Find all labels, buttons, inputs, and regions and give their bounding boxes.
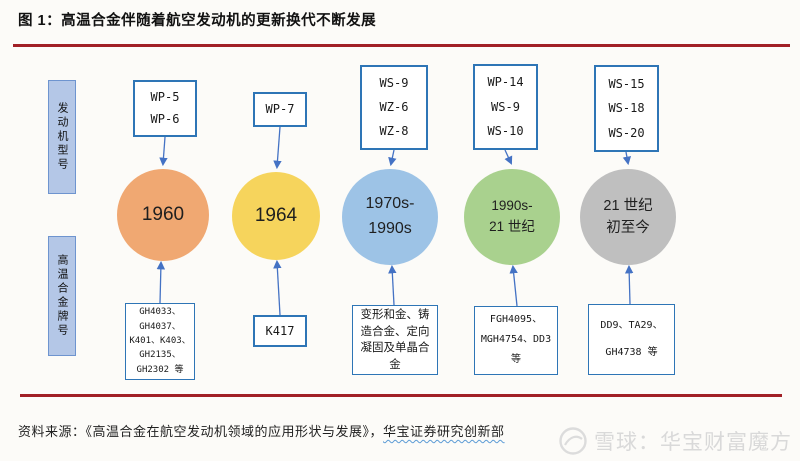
alloy-grade: GH2302 等	[136, 364, 184, 375]
engine-models-box-1970s: WS-9 WZ-6 WZ-8	[360, 65, 428, 150]
alloy-grades-box-1960: GH4033、 GH4037、 K401、K403、 GH2135、 GH230…	[125, 303, 195, 380]
era-label: 初至今	[606, 220, 650, 236]
engine-model: WZ-6	[379, 100, 409, 114]
source-note: 资料来源：《高温合金在航空发动机领域的应用形状与发展》，华宝证券研究创新部	[18, 421, 505, 440]
era-label: 1990s-	[491, 198, 533, 214]
engine-model: WS-9	[491, 99, 520, 114]
alloy-grade: 等	[511, 354, 521, 366]
era-circle-1964: 1964	[232, 172, 320, 260]
engine-model: WS-15	[608, 76, 645, 91]
era-circle-1960: 1960	[117, 169, 209, 261]
engine-model: WP-5	[150, 89, 180, 104]
arrow-down-icon	[159, 136, 168, 167]
engine-model: WS-18	[608, 101, 645, 115]
arrow-up-icon	[509, 264, 518, 307]
alloy-grade: GH4033、	[139, 307, 181, 318]
row-label-engine-models: 发动机型号	[48, 80, 76, 194]
engine-models-box-1990s: WP-14 WS-9 WS-10	[473, 64, 538, 150]
engine-models-box-1964: WP-7	[253, 92, 307, 127]
engine-model: WS-10	[487, 123, 524, 138]
alloy-grade: MGH4754、DD3	[480, 334, 552, 346]
alloy-grade: 凝固及单晶合	[360, 342, 430, 355]
era-label: 1970s-	[365, 195, 415, 213]
top-divider	[13, 44, 790, 47]
era-label: 1964	[254, 205, 298, 227]
era-label: 21 世纪	[603, 197, 653, 214]
row-label-alloy-grades: 高温合金牌号	[48, 236, 76, 356]
engine-model: WP-6	[150, 112, 180, 127]
era-label: 1990s	[368, 220, 412, 237]
alloy-grade: GH4738 等	[605, 346, 658, 358]
alloy-grade: FGH4095、	[489, 314, 543, 326]
figure-title: 图 1：高温合金伴随着航空发动机的更新换代不断发展	[18, 13, 377, 29]
alloy-grade: 金	[389, 358, 401, 371]
watermark: 雪球：华宝财富魔方	[558, 426, 792, 456]
arrow-up-icon	[156, 260, 166, 304]
engine-model: WZ-8	[379, 124, 409, 138]
alloy-grades-box-1970s: 变形和金、铸 造合金、定向 凝固及单晶合 金	[352, 305, 438, 375]
alloy-grade: DD9、TA29、	[600, 319, 663, 331]
era-circle-1970s-1990s: 1970s- 1990s	[342, 169, 438, 265]
xueqiu-logo-icon	[559, 427, 587, 455]
arrow-up-icon	[388, 264, 397, 306]
bottom-divider	[20, 394, 782, 397]
alloy-grades-box-1964: K417	[253, 315, 307, 347]
era-label: 1960	[141, 204, 185, 226]
engine-models-box-21c: WS-15 WS-18 WS-20	[594, 65, 659, 152]
alloy-grade: 变形和金、铸	[360, 309, 430, 322]
era-circle-21c: 21 世纪 初至今	[580, 169, 676, 265]
engine-model: WS-20	[608, 125, 645, 140]
era-circle-1990s-21c: 1990s- 21 世纪	[464, 169, 560, 265]
alloy-grade: K417	[265, 323, 295, 338]
source-note-text: 资料来源：《高温合金在航空发动机领域的应用形状与发展》，	[18, 424, 384, 439]
alloy-grade: GH2135、	[139, 350, 181, 361]
arrow-up-icon	[273, 259, 282, 316]
watermark-text: 雪球：华宝财富魔方	[594, 431, 792, 454]
alloy-grades-box-1990s: FGH4095、 MGH4754、DD3 等	[474, 306, 558, 375]
alloy-grade: 造合金、定向	[360, 325, 430, 338]
engine-models-box-1960: WP-5 WP-6	[133, 80, 197, 137]
engine-model: WS-9	[379, 76, 409, 90]
arrow-up-icon	[624, 264, 634, 305]
alloy-grade: K401、K403、	[129, 335, 191, 346]
era-label: 21 世纪	[489, 219, 535, 234]
arrow-down-icon	[273, 126, 282, 170]
engine-model: WP-14	[487, 75, 524, 90]
alloy-grade: GH4037、	[139, 321, 181, 332]
arrow-down-icon	[504, 149, 513, 165]
arrow-down-icon	[622, 151, 632, 166]
row-label-alloy-grades-text: 高温合金牌号	[56, 254, 68, 338]
engine-model: WP-7	[265, 102, 295, 116]
alloy-grades-box-21c: DD9、TA29、 GH4738 等	[588, 304, 675, 375]
source-org: 华宝证券研究创新部	[383, 424, 505, 439]
arrow-down-icon	[388, 149, 397, 167]
row-label-engine-models-text: 发动机型号	[56, 102, 68, 172]
